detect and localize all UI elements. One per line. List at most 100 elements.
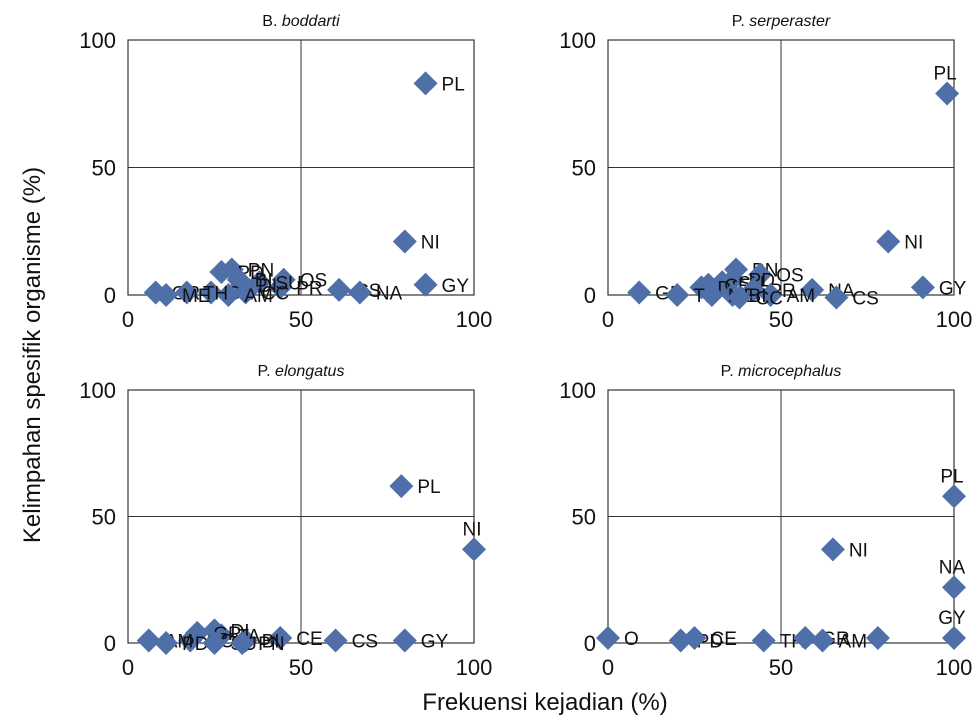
point-label: DI [258,276,277,297]
data-point-di [202,618,227,643]
point-label: GY [442,276,470,297]
data-point-cs [824,285,849,310]
point-label: CC [262,283,289,304]
data-point-me [699,283,724,307]
point-label: SU [275,273,301,294]
data-point-pr [268,275,293,300]
y-tick-label: 0 [104,631,116,656]
data-point-pl [942,484,966,509]
data-point-cs [323,628,348,653]
data-point-ni [392,229,417,254]
chart-title: B. boddarti [262,13,340,30]
point-label: GY [938,608,966,629]
x-tick-label: 100 [456,655,493,680]
data-point-am [136,628,161,653]
point-label: NA [376,283,403,304]
data-point-pl [389,474,414,499]
data-point-th [174,280,199,305]
point-label: NI [463,519,482,540]
chart-title-genus: B. [262,13,282,30]
data-point-me [154,283,179,307]
chart-title-species: boddarti [282,13,340,30]
data-point-pl [413,71,438,96]
x-tick-label: 50 [289,307,313,332]
x-tick-label: 100 [936,307,973,332]
chart-title: P. microcephalus [721,363,842,380]
point-label: NI [904,232,923,253]
y-tick-label: 50 [572,156,596,181]
data-point-am [758,283,783,307]
data-point-pd [209,260,234,285]
data-point-cc [178,628,203,653]
data-point-na [347,280,372,305]
data-point-ni [820,537,845,562]
chart-title-genus: P. [732,13,750,30]
data-point-ce [682,625,707,650]
point-label: CS [852,289,878,310]
x-tick-label: 100 [456,307,493,332]
chart-title-genus: P. [258,363,276,380]
data-point-pn [230,631,255,655]
data-point-o [596,625,620,650]
chart-title: P. elongatus [258,363,345,380]
x-tick-label: 0 [122,307,134,332]
point-label: BI [255,271,273,292]
data-point-gr [627,280,652,305]
y-tick-label: 50 [92,505,116,530]
data-point-ni [462,537,486,562]
point-label: PR [296,278,322,299]
point-label: CS [352,631,378,652]
data-point-pl [935,81,960,106]
point-label: CE [711,629,737,650]
point-label: O [624,629,639,650]
point-label: PN [258,634,284,655]
y-tick-label: 0 [584,631,596,656]
y-tick-label: 0 [104,283,116,308]
data-point-gr [793,625,818,650]
point-label: PL [417,477,440,498]
data-point-cc [727,285,752,310]
point-label: PL [933,64,956,85]
point-label: PL [940,466,963,487]
data-point-su [247,270,272,295]
data-point-cc [233,280,258,305]
point-label: PL [442,74,465,95]
point-label: CE [296,629,322,650]
data-point-cs [327,277,352,302]
data-point-gy [942,625,966,650]
data-point-ni [876,229,901,254]
point-label: AM [244,286,273,307]
data-point-am [216,283,241,307]
point-label: AM [787,286,816,307]
x-tick-label: 0 [602,655,614,680]
point-label: BI [262,631,280,652]
data-point-ce [268,625,293,650]
y-tick-label: 100 [79,28,116,53]
point-label: OS [300,271,327,292]
data-point-gy [910,275,935,300]
y-tick-label: 100 [79,378,116,403]
point-label: GY [421,631,449,652]
point-label: NI [849,540,868,561]
point-label: CC [755,289,782,310]
y-tick-label: 100 [559,28,596,53]
data-point-pd [154,631,179,655]
data-point-th [751,628,776,653]
point-label: BI [749,286,767,307]
data-point-ce [199,280,224,305]
chart-title-species: elongatus [275,363,344,380]
point-label: NI [421,232,440,253]
y-tick-label: 50 [572,505,596,530]
data-point-su [202,631,227,655]
point-label: NA [939,557,966,578]
chart-title-genus: P. [721,363,739,380]
chart-title-species: microcephalus [738,363,841,380]
x-tick-label: 50 [769,655,793,680]
x-tick-label: 50 [769,307,793,332]
point-label: AM [839,631,868,652]
y-tick-label: 100 [559,378,596,403]
